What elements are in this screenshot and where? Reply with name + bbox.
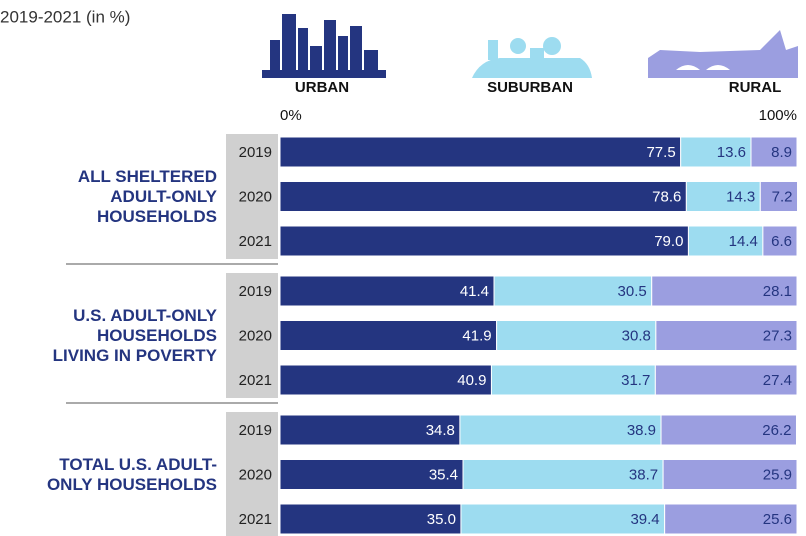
data-label: 25.9 bbox=[763, 466, 792, 483]
data-label: 41.9 bbox=[462, 327, 491, 344]
data-label: 26.2 bbox=[762, 422, 791, 439]
y-tick-label: 2020 bbox=[239, 188, 272, 205]
data-label: 13.6 bbox=[717, 144, 746, 161]
data-label: 28.1 bbox=[763, 283, 792, 300]
chart-title: 2019-2021 (in %) bbox=[0, 7, 130, 26]
data-label: 27.3 bbox=[763, 327, 792, 344]
legend-label: SUBURBAN bbox=[487, 79, 573, 96]
data-label: 38.7 bbox=[629, 466, 658, 483]
data-label: 7.2 bbox=[772, 188, 793, 205]
bar-segment bbox=[280, 182, 686, 212]
data-label: 34.8 bbox=[426, 422, 455, 439]
x-tick-label: 100% bbox=[759, 107, 797, 124]
data-label: 39.4 bbox=[630, 511, 659, 528]
y-tick-label: 2019 bbox=[239, 283, 272, 300]
data-label: 27.4 bbox=[763, 372, 792, 389]
y-tick-label: 2021 bbox=[239, 511, 272, 528]
data-label: 8.9 bbox=[771, 144, 792, 161]
data-label: 41.4 bbox=[460, 283, 489, 300]
chart: 2019-2021 (in %) URBAN SUBURBAN RURAL 0% 100… bbox=[0, 0, 806, 536]
rural-icon bbox=[648, 30, 798, 78]
bar-segment bbox=[280, 137, 681, 167]
data-label: 78.6 bbox=[652, 188, 681, 205]
data-label: 31.7 bbox=[621, 372, 650, 389]
group-label: ALL SHELTERED ADULT-ONLY HOUSEHOLDS bbox=[42, 167, 217, 227]
y-tick-label: 2019 bbox=[239, 144, 272, 161]
x-tick-label: 0% bbox=[280, 107, 302, 124]
y-tick-label: 2021 bbox=[239, 233, 272, 250]
data-label: 77.5 bbox=[646, 144, 675, 161]
data-label: 35.4 bbox=[429, 466, 458, 483]
data-label: 79.0 bbox=[654, 233, 683, 250]
bar-segment bbox=[280, 226, 688, 256]
data-label: 30.8 bbox=[622, 327, 651, 344]
data-label: 40.9 bbox=[457, 372, 486, 389]
y-tick-label: 2020 bbox=[239, 327, 272, 344]
y-tick-label: 2019 bbox=[239, 422, 272, 439]
y-tick-label: 2021 bbox=[239, 372, 272, 389]
data-label: 30.5 bbox=[618, 283, 647, 300]
urban-icon bbox=[262, 14, 386, 78]
group-label: TOTAL U.S. ADULT-ONLY HOUSEHOLDS bbox=[42, 455, 217, 495]
data-label: 35.0 bbox=[427, 511, 456, 528]
data-label: 14.3 bbox=[726, 188, 755, 205]
y-tick-label: 2020 bbox=[239, 466, 272, 483]
legend-label: URBAN bbox=[295, 79, 349, 96]
suburban-icon bbox=[472, 37, 592, 78]
data-label: 6.6 bbox=[771, 233, 792, 250]
group-label: U.S. ADULT-ONLY HOUSEHOLDS LIVING IN POV… bbox=[42, 306, 217, 366]
data-label: 14.4 bbox=[729, 233, 758, 250]
data-label: 38.9 bbox=[627, 422, 656, 439]
data-label: 25.6 bbox=[763, 511, 792, 528]
legend-label: RURAL bbox=[729, 79, 782, 96]
